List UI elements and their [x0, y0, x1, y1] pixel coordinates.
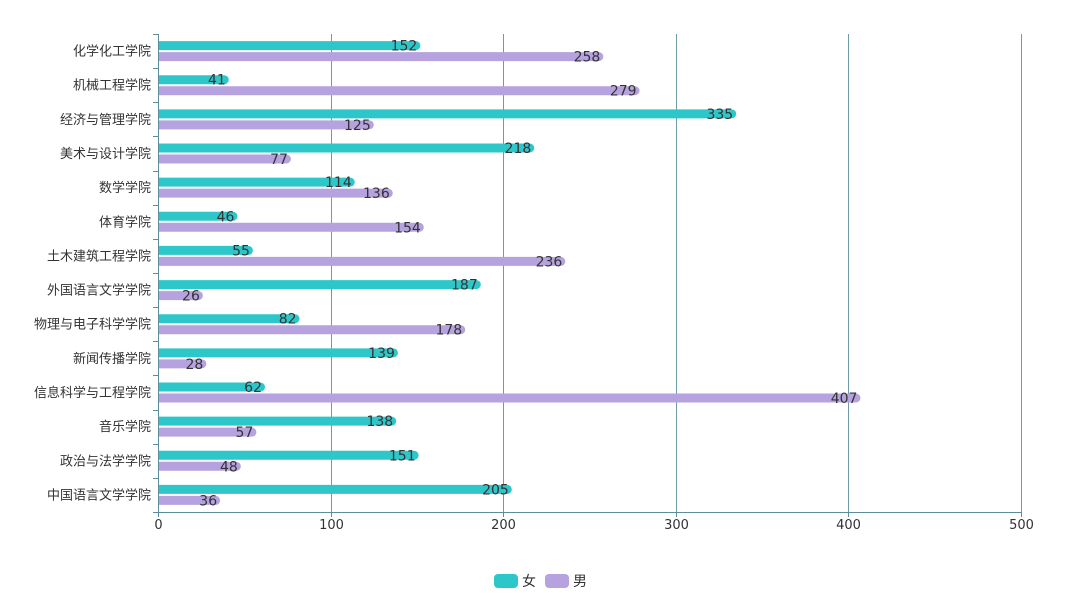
value-labels: 152 41 335 218 114 46 55 187 82 139 62 138 151 205 258…: [182, 39, 857, 510]
series-1-value-label: 55: [232, 243, 250, 259]
category-label: 经济与管理学院: [60, 112, 151, 128]
series-1-value-label: 46: [217, 209, 235, 225]
x-tick-label: 300: [664, 518, 689, 533]
series-2-bar: [159, 222, 424, 232]
series-1-value-label: 114: [325, 175, 352, 191]
series-2-bar: [159, 291, 203, 301]
category-label: 中国语言文学学院: [47, 487, 151, 503]
series-1-bar: [159, 484, 512, 494]
series-2-value-label: 154: [394, 220, 421, 236]
category-label: 化学化工学院: [73, 44, 151, 60]
series-2-value-label: 36: [199, 493, 217, 509]
y-axis: 化学化工学院机械工程学院经济与管理学院美术与设计学院数学学院体育学院土木建筑工程…: [34, 34, 159, 513]
series-1-bar: [159, 177, 355, 187]
series-2-bar: [159, 256, 566, 266]
series-1-value-label: 82: [279, 312, 297, 328]
series-1-bar: [159, 143, 535, 153]
series-2-bar: [159, 393, 861, 403]
series-2-value-label: 26: [182, 289, 200, 305]
series-2-value-label: 136: [363, 186, 390, 202]
series-2-value-label: 279: [610, 84, 637, 100]
series-2-bar: [159, 359, 207, 369]
series-1-value-label: 151: [389, 448, 416, 464]
category-label: 音乐学院: [99, 419, 151, 435]
series-1-value-label: 205: [482, 482, 509, 498]
category-label: 物理与电子科学学院: [34, 317, 151, 333]
series-2-bar: [159, 325, 466, 335]
series-2-bar: [159, 495, 221, 505]
legend-item-series-1[interactable]: 女: [494, 573, 536, 590]
series-2-value-label: 28: [185, 357, 203, 373]
x-axis: 0 100 200 300 400 500: [154, 512, 1034, 533]
series-2-bar: [159, 120, 374, 130]
legend-swatch-series-2[interactable]: [545, 574, 569, 588]
category-label: 外国语言文学学院: [47, 283, 151, 299]
series-1-bar: [159, 280, 481, 290]
x-tick-label: 200: [491, 518, 516, 533]
bars: [159, 41, 861, 505]
legend-label-series-1[interactable]: 女: [522, 573, 536, 590]
series-2-value-label: 407: [831, 391, 858, 407]
category-label: 信息科学与工程学院: [34, 385, 151, 401]
series-2-value-label: 77: [270, 152, 288, 168]
x-tick-label: 500: [1009, 518, 1034, 533]
series-2-bar: [159, 188, 393, 198]
category-label: 政治与法学学院: [60, 453, 151, 469]
series-2-bar: [159, 154, 291, 164]
series-2-value-label: 125: [344, 118, 371, 134]
series-1-bar: [159, 450, 419, 460]
legend-label-series-2[interactable]: 男: [573, 574, 587, 590]
category-label: 数学学院: [99, 180, 151, 196]
series-1-bar: [159, 75, 229, 85]
series-1-bar: [159, 211, 238, 221]
series-1-value-label: 138: [366, 414, 393, 430]
legend[interactable]: 女 男: [494, 573, 587, 590]
legend-swatch-series-1[interactable]: [494, 574, 518, 588]
series-1-value-label: 187: [451, 278, 478, 294]
category-label: 机械工程学院: [73, 78, 151, 94]
series-1-bar: [159, 382, 266, 392]
series-2-bar: [159, 86, 640, 96]
series-1-bar: [159, 41, 421, 51]
category-label: 体育学院: [99, 214, 151, 230]
grid-lines: [331, 34, 1022, 512]
series-1-value-label: 335: [706, 107, 733, 123]
series-1-bar: [159, 314, 300, 324]
x-tick-label: 100: [319, 518, 344, 533]
x-tick-label: 400: [836, 518, 861, 533]
category-label: 新闻传播学院: [73, 351, 151, 367]
series-1-value-label: 139: [368, 346, 395, 362]
series-2-value-label: 258: [574, 50, 601, 66]
series-1-bar: [159, 245, 253, 255]
series-1-value-label: 218: [505, 141, 532, 157]
category-label: 土木建筑工程学院: [47, 248, 151, 264]
series-2-bar: [159, 461, 241, 471]
category-label: 美术与设计学院: [60, 146, 151, 162]
x-tick-label: 0: [154, 518, 162, 533]
series-2-value-label: 178: [435, 323, 462, 339]
series-1-bar: [159, 416, 397, 426]
series-2-value-label: 57: [236, 425, 254, 441]
series-1-value-label: 152: [391, 39, 418, 55]
series-2-bar: [159, 52, 604, 62]
series-1-value-label: 41: [208, 73, 226, 89]
series-2-bar: [159, 427, 257, 437]
legend-item-series-2[interactable]: 男: [545, 574, 587, 590]
series-1-bar: [159, 348, 398, 358]
series-1-value-label: 62: [244, 380, 262, 396]
series-1-bar: [159, 109, 737, 119]
series-2-value-label: 48: [220, 459, 238, 475]
series-2-value-label: 236: [536, 254, 563, 270]
